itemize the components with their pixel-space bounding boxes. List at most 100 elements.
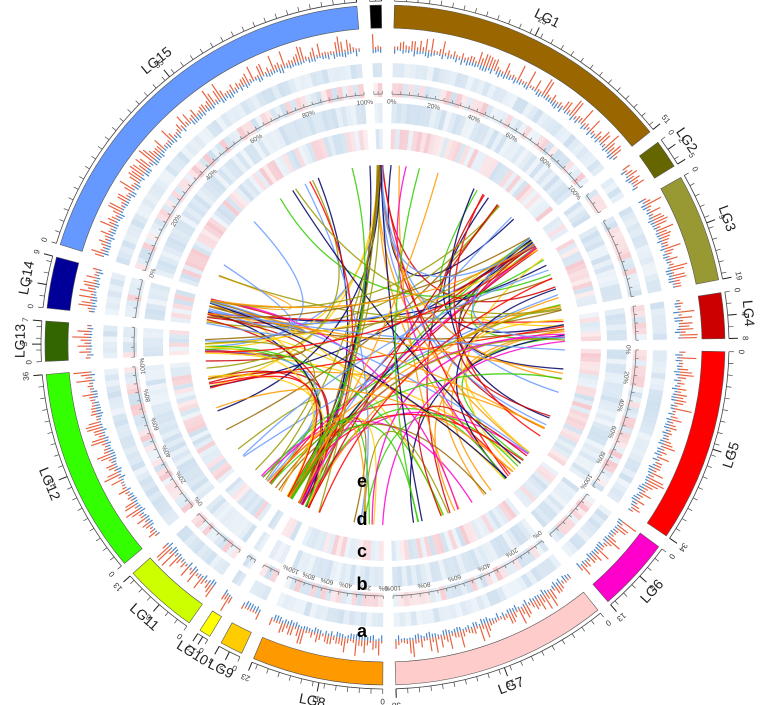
percent-tick bbox=[302, 104, 305, 108]
percent-tick bbox=[254, 126, 257, 130]
histogram-bar bbox=[574, 115, 577, 119]
scale-tick bbox=[104, 136, 110, 141]
histogram-bar bbox=[666, 420, 671, 424]
heatmap-cell bbox=[451, 555, 462, 577]
heatmap-cell bbox=[231, 129, 245, 144]
heatmap-cell bbox=[255, 169, 271, 189]
histogram-bar bbox=[234, 87, 237, 90]
heatmap-cell bbox=[143, 351, 164, 357]
histogram-bar bbox=[666, 272, 673, 276]
scale-tick bbox=[50, 443, 56, 446]
histogram-bar bbox=[453, 628, 456, 633]
heatmap-cell bbox=[155, 414, 176, 426]
heatmap-cell bbox=[187, 536, 202, 551]
heatmap-cell bbox=[349, 131, 357, 152]
heatmap-cell bbox=[179, 528, 194, 543]
percent-tick bbox=[451, 100, 454, 104]
scale-tick bbox=[674, 156, 679, 160]
histogram-bar bbox=[549, 588, 552, 591]
histogram-bar bbox=[562, 108, 565, 111]
heatmap-cell bbox=[170, 370, 192, 378]
histogram-bar bbox=[660, 248, 666, 252]
histogram-bar bbox=[598, 140, 601, 143]
heatmap-cell bbox=[519, 550, 532, 566]
histogram-bar bbox=[201, 575, 204, 578]
heatmap-cell bbox=[650, 307, 666, 316]
histogram-bar bbox=[646, 205, 652, 209]
heatmap-cell bbox=[181, 210, 201, 226]
heatmap-cell bbox=[171, 227, 192, 242]
heatmap-cell bbox=[651, 320, 667, 328]
heatmap-cell bbox=[196, 543, 210, 559]
heatmap-cell bbox=[604, 376, 625, 385]
histogram-bar bbox=[155, 156, 161, 161]
percent-tick bbox=[163, 220, 167, 223]
scale-tick bbox=[117, 565, 122, 570]
heatmap-cell bbox=[561, 250, 582, 264]
tick-label: 2 bbox=[676, 136, 686, 145]
heatmap-cell bbox=[606, 490, 622, 504]
heatmap-cell bbox=[573, 285, 594, 296]
histogram-bar bbox=[654, 452, 661, 456]
histogram-bar bbox=[614, 526, 618, 529]
histogram-bar bbox=[487, 67, 490, 71]
link-curve bbox=[453, 193, 541, 437]
histogram-bar bbox=[648, 467, 654, 472]
histogram-bar bbox=[669, 261, 672, 263]
histogram-bar bbox=[550, 589, 558, 599]
histogram-bar bbox=[264, 71, 267, 75]
heatmap-cell bbox=[130, 218, 146, 230]
histogram-bar bbox=[603, 542, 605, 545]
heatmap-cell bbox=[368, 566, 375, 587]
histogram-bar bbox=[568, 113, 571, 117]
heatmap-cell bbox=[194, 436, 214, 451]
heatmap-cell bbox=[423, 133, 432, 154]
link-curve bbox=[267, 296, 559, 482]
histogram-bar bbox=[522, 80, 525, 84]
histogram-bar bbox=[358, 639, 360, 646]
heatmap-cell bbox=[420, 65, 429, 81]
histogram-bar bbox=[670, 404, 675, 407]
histogram-bar bbox=[467, 624, 470, 630]
link-curve bbox=[318, 277, 553, 513]
heatmap-cell bbox=[379, 540, 384, 561]
scale-tick bbox=[97, 146, 103, 150]
scale-major-tick bbox=[534, 27, 540, 36]
heatmap-cell bbox=[102, 341, 118, 348]
heatmap-cell bbox=[143, 442, 159, 453]
scale-arc bbox=[41, 374, 122, 567]
histogram-bar bbox=[517, 606, 520, 610]
histogram-bar bbox=[434, 633, 437, 637]
percent-tick bbox=[135, 297, 139, 300]
heatmap-cell bbox=[297, 145, 310, 166]
heatmap-cell bbox=[104, 308, 120, 316]
histogram-bar bbox=[665, 269, 672, 273]
histogram-bar bbox=[616, 527, 626, 536]
histogram-bar bbox=[605, 135, 620, 149]
heatmap-cell bbox=[639, 255, 655, 266]
ideogram-lg15 bbox=[59, 5, 360, 252]
histogram-bar bbox=[668, 280, 675, 284]
heatmap-cell bbox=[628, 227, 644, 239]
histogram-bar bbox=[268, 618, 273, 626]
histogram-bar bbox=[273, 614, 277, 620]
histogram-bar bbox=[417, 633, 420, 640]
link-curve bbox=[207, 237, 530, 319]
histogram-bar bbox=[657, 447, 663, 451]
histogram-bar bbox=[76, 379, 92, 383]
histogram-bar bbox=[472, 56, 476, 63]
histogram-bar bbox=[608, 147, 615, 153]
histogram-bar bbox=[663, 443, 673, 448]
heatmap-cell bbox=[336, 133, 345, 155]
histogram-bar bbox=[99, 220, 114, 228]
histogram-bar bbox=[671, 398, 676, 401]
heatmap-cell bbox=[257, 502, 273, 522]
histogram-bar bbox=[608, 532, 613, 536]
scale-tick bbox=[599, 71, 603, 77]
histogram-bar bbox=[606, 153, 612, 159]
heatmap-cell bbox=[599, 399, 620, 409]
histogram-bar bbox=[471, 62, 474, 67]
heatmap-cell bbox=[427, 535, 437, 556]
histogram-bar bbox=[651, 472, 664, 479]
heatmap-cell bbox=[466, 521, 479, 542]
